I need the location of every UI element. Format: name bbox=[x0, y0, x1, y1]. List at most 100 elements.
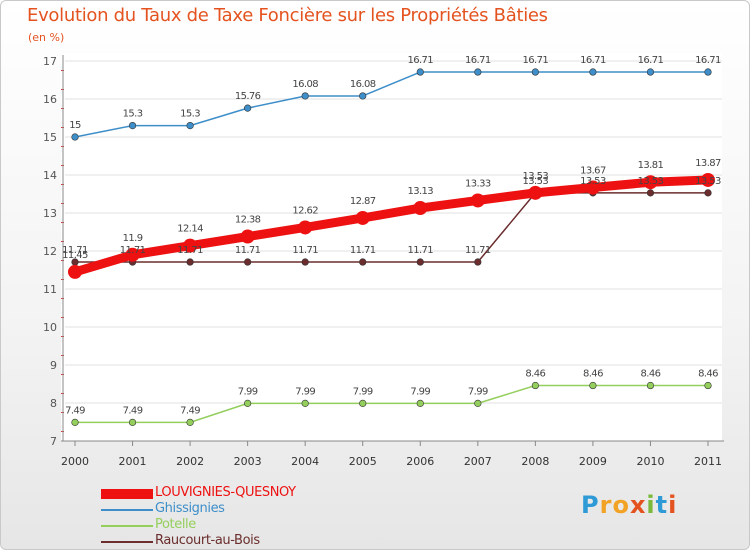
data-point bbox=[531, 68, 539, 76]
x-tick-label: 2011 bbox=[694, 455, 722, 468]
data-label: 13.67 bbox=[580, 166, 606, 177]
data-point bbox=[359, 399, 367, 407]
data-label: 8.46 bbox=[641, 369, 661, 380]
x-tick-label: 2000 bbox=[61, 455, 89, 468]
series-line bbox=[74, 384, 709, 424]
legend-swatch bbox=[101, 541, 153, 543]
data-label: 16.08 bbox=[350, 79, 376, 90]
data-point bbox=[244, 104, 252, 112]
logo-letter: i bbox=[668, 491, 678, 519]
data-label: 13.53 bbox=[523, 176, 549, 187]
data-label: 13.87 bbox=[695, 158, 721, 169]
data-label: 15 bbox=[69, 120, 81, 131]
data-point bbox=[589, 381, 597, 390]
data-point bbox=[531, 381, 539, 390]
data-label: 7.99 bbox=[468, 386, 488, 397]
data-point bbox=[474, 68, 482, 76]
data-label: 13.53 bbox=[695, 176, 721, 187]
data-point bbox=[528, 185, 543, 200]
data-label: 16.71 bbox=[638, 55, 664, 66]
data-point bbox=[298, 220, 313, 235]
data-point bbox=[186, 258, 194, 266]
data-point bbox=[186, 121, 194, 130]
data-point bbox=[416, 68, 424, 76]
series-line bbox=[74, 71, 709, 138]
data-point bbox=[301, 92, 309, 100]
data-label: 16.71 bbox=[407, 55, 433, 66]
logo-letter: i bbox=[646, 491, 656, 519]
data-label: 8.46 bbox=[583, 369, 603, 380]
x-tick-label: 2006 bbox=[406, 455, 434, 468]
data-point bbox=[416, 258, 424, 266]
data-point bbox=[244, 399, 252, 407]
x-tick-label: 2007 bbox=[464, 455, 492, 468]
chart-title: Evolution du Taux de Taxe Foncière sur l… bbox=[27, 5, 548, 26]
legend-label: Potelle bbox=[155, 517, 196, 532]
x-tick-label: 2008 bbox=[521, 455, 549, 468]
logo-letter: o bbox=[612, 491, 630, 519]
data-point bbox=[301, 258, 309, 266]
legend-swatch bbox=[101, 509, 153, 511]
data-label: 7.99 bbox=[353, 386, 373, 397]
data-label: 7.99 bbox=[295, 386, 315, 397]
data-label: 12.14 bbox=[177, 224, 203, 235]
data-point bbox=[704, 381, 712, 390]
logo-letter: r bbox=[599, 491, 613, 519]
y-tick-label: 7 bbox=[50, 435, 57, 448]
data-point bbox=[71, 133, 79, 141]
data-point bbox=[186, 418, 194, 426]
logo-letter: x bbox=[629, 491, 647, 519]
data-point bbox=[474, 399, 482, 407]
data-label: 7.49 bbox=[65, 405, 85, 416]
data-point bbox=[128, 121, 137, 130]
data-point bbox=[646, 381, 655, 390]
data-point bbox=[128, 418, 137, 426]
data-label: 8.46 bbox=[698, 369, 718, 380]
legend-label: LOUVIGNIES-QUESNOY bbox=[155, 485, 296, 500]
y-tick-label: 9 bbox=[50, 359, 57, 372]
data-point bbox=[643, 175, 658, 190]
chart-unit: (en %) bbox=[28, 31, 65, 44]
y-tick-label: 17 bbox=[43, 55, 57, 68]
data-label: 11.71 bbox=[292, 245, 318, 256]
data-label: 16.71 bbox=[580, 55, 606, 66]
x-tick-label: 2001 bbox=[119, 455, 147, 468]
data-label: 11.71 bbox=[407, 245, 433, 256]
x-tick-label: 2005 bbox=[349, 455, 377, 468]
logo-letter: t bbox=[655, 491, 669, 519]
data-label: 16.71 bbox=[465, 55, 491, 66]
data-point bbox=[416, 399, 424, 407]
y-tick-label: 15 bbox=[43, 131, 57, 144]
data-point bbox=[413, 201, 428, 216]
data-point bbox=[359, 258, 367, 266]
data-label: 7.49 bbox=[180, 405, 200, 416]
data-label: 11.71 bbox=[465, 245, 491, 256]
data-label: 15.3 bbox=[180, 109, 200, 120]
data-point bbox=[125, 247, 140, 262]
x-tick-label: 2002 bbox=[176, 455, 204, 468]
data-label: 13.81 bbox=[638, 160, 664, 171]
data-label: 12.87 bbox=[350, 196, 376, 207]
data-label: 13.53 bbox=[580, 176, 606, 187]
data-label: 11.71 bbox=[235, 245, 261, 256]
logo-letter: P bbox=[581, 491, 600, 519]
data-label: 16.08 bbox=[292, 79, 318, 90]
data-point bbox=[701, 172, 715, 187]
data-point bbox=[704, 68, 712, 76]
data-label: 7.99 bbox=[410, 386, 430, 397]
series-ghissignies bbox=[71, 68, 712, 141]
data-point bbox=[244, 258, 252, 266]
data-point bbox=[646, 68, 655, 76]
data-label: 11.9 bbox=[123, 233, 143, 244]
y-tick-label: 14 bbox=[43, 169, 57, 182]
data-label: 16.71 bbox=[695, 55, 721, 66]
data-label: 8.46 bbox=[525, 369, 545, 380]
data-label: 15.3 bbox=[123, 109, 143, 120]
series-potelle bbox=[71, 381, 712, 426]
series-line bbox=[70, 175, 713, 277]
legend-swatch bbox=[101, 525, 153, 527]
data-point bbox=[646, 189, 655, 197]
legend-swatch bbox=[101, 489, 153, 499]
data-label: 12.62 bbox=[292, 205, 318, 216]
